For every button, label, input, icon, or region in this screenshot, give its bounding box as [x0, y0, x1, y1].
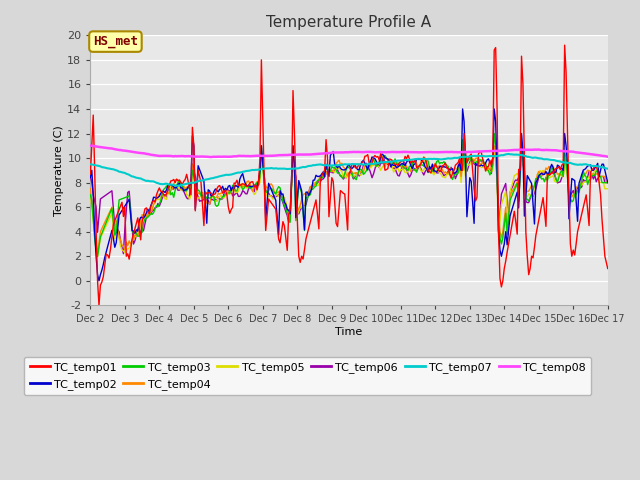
Title: Temperature Profile A: Temperature Profile A	[266, 15, 431, 30]
Text: HS_met: HS_met	[93, 35, 138, 48]
Legend: TC_temp01, TC_temp02, TC_temp03, TC_temp04, TC_temp05, TC_temp06, TC_temp07, TC_: TC_temp01, TC_temp02, TC_temp03, TC_temp…	[24, 357, 591, 395]
Y-axis label: Temperature (C): Temperature (C)	[54, 125, 65, 216]
X-axis label: Time: Time	[335, 327, 363, 337]
